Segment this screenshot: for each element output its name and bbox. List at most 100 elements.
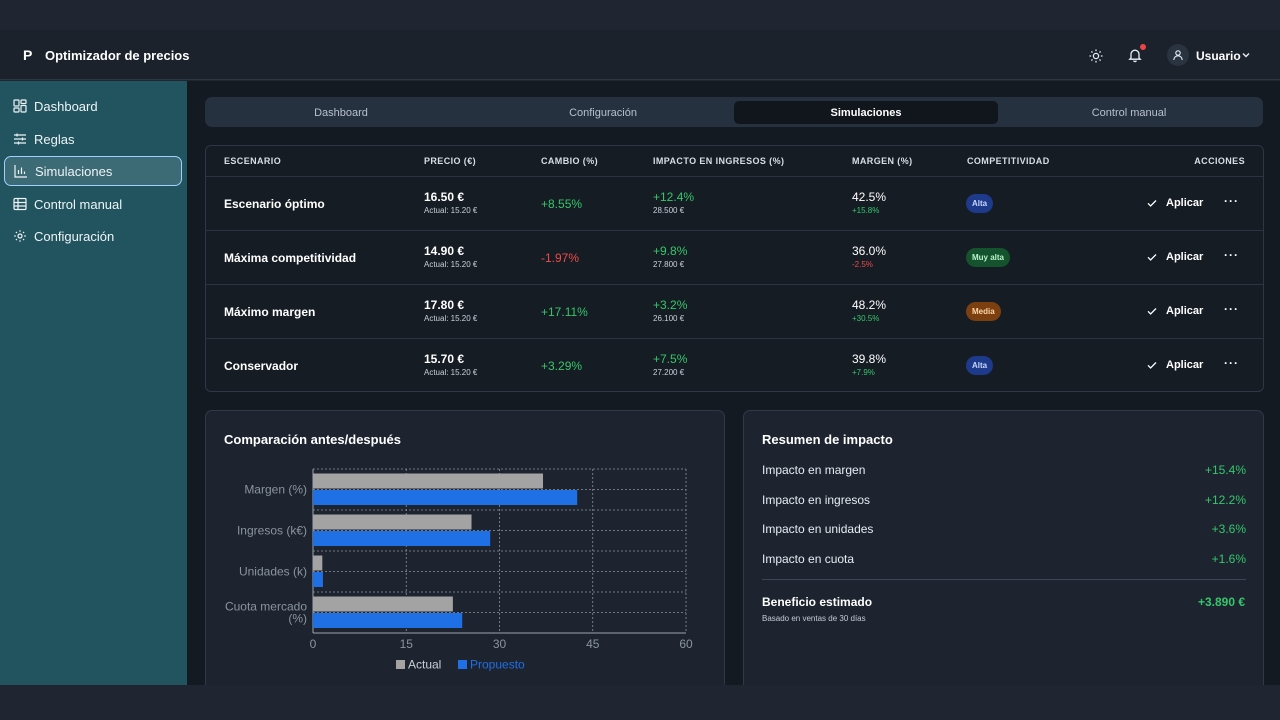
notification-badge	[1140, 44, 1146, 50]
summary-value: +12.2%	[1204, 493, 1246, 507]
apply-button[interactable]: Aplicar	[1146, 305, 1203, 317]
impact-amount: 27.200 €	[653, 368, 685, 377]
price-cell: 16.50 € Actual: 15.20 €	[424, 190, 477, 215]
scenario-name: Máximo margen	[224, 305, 316, 319]
bar-actual	[313, 514, 472, 530]
benefit-value: +3.890 €	[1197, 595, 1245, 609]
tab-dashboard[interactable]: Dashboard	[314, 106, 368, 119]
apply-button[interactable]: Aplicar	[1146, 359, 1203, 371]
tab-bar: Dashboard Configuración Simulaciones Con…	[205, 97, 1263, 127]
margin-value: 42.5%	[852, 190, 887, 204]
margin-value: 36.0%	[852, 244, 887, 258]
table-row: Conservador 15.70 € Actual: 15.20 € +3.29…	[206, 338, 1263, 391]
bar-propuesto	[313, 572, 323, 587]
benefit-label: Beneficio estimado	[762, 595, 873, 609]
apply-button[interactable]: Aplicar	[1146, 251, 1203, 263]
apply-label: Aplicar	[1166, 359, 1204, 371]
chart-title: Comparación antes/después	[224, 432, 401, 447]
price-value: 14.90 €	[424, 244, 465, 258]
summary-row: Impacto en cuota +1.6%	[762, 552, 1246, 566]
tick-label: 30	[493, 637, 507, 651]
price-cell: 15.70 € Actual: 15.20 €	[424, 352, 477, 377]
category-label: Ingresos (k€)	[237, 524, 307, 538]
apply-button[interactable]: Aplicar	[1146, 197, 1203, 209]
legend-swatch	[458, 660, 467, 669]
chevron-down-icon[interactable]	[1240, 49, 1252, 61]
margin-delta: +7.9%	[852, 368, 875, 377]
price-value: 15.70 €	[424, 352, 465, 366]
tab-configuracion[interactable]: Configuración	[569, 106, 637, 119]
bar-chart-icon	[14, 165, 27, 178]
current-price: Actual: 15.20 €	[424, 260, 478, 269]
bar-actual	[313, 473, 544, 489]
check-icon	[1147, 362, 1157, 369]
margin-value: 48.2%	[852, 298, 887, 312]
user-name[interactable]: Usuario	[1196, 49, 1241, 63]
sidebar-item-simulaciones[interactable]: Simulaciones	[4, 156, 182, 186]
impact-cell: +3.2% 26.100 €	[653, 298, 687, 323]
sidebar-item-dashboard[interactable]: Dashboard	[4, 91, 182, 121]
sliders-icon	[14, 133, 26, 145]
sidebar-item-label: Simulaciones	[35, 163, 113, 179]
bar-propuesto	[313, 490, 578, 505]
benefit-note: Basado en ventas de 30 días	[762, 614, 866, 623]
bottom-bar	[0, 685, 1280, 720]
sidebar-item-reglas[interactable]: Reglas	[4, 124, 182, 154]
price-cell: 14.90 € Actual: 15.20 €	[424, 244, 477, 269]
competitiveness-badge: Alta	[966, 356, 994, 375]
impact-summary-card: Resumen de impacto Impacto en margen +15…	[743, 410, 1264, 700]
impact-cell: +12.4% 28.500 €	[653, 190, 694, 215]
bell-icon[interactable]	[1127, 47, 1143, 63]
margin-delta: -2.5%	[852, 260, 873, 269]
sun-icon[interactable]	[1088, 48, 1104, 64]
tab-simulaciones[interactable]: Simulaciones	[734, 101, 998, 124]
table-row: Máximo margen 17.80 € Actual: 15.20 € +17…	[206, 284, 1263, 338]
sidebar-item-configuracion[interactable]: Configuración	[4, 221, 182, 251]
sidebar-item-label: Dashboard	[34, 98, 98, 114]
more-options-button[interactable]: ···	[1224, 302, 1239, 316]
impact-percent: +9.8%	[653, 244, 688, 258]
summary-row: Impacto en margen +15.4%	[762, 463, 1246, 477]
tick-label: 0	[310, 637, 317, 651]
sidebar-item-label: Configuración	[34, 228, 115, 244]
summary-value: +1.6%	[1211, 552, 1246, 566]
price-cell: 17.80 € Actual: 15.20 €	[424, 298, 477, 323]
more-options-button[interactable]: ···	[1224, 248, 1239, 262]
bar-propuesto	[313, 613, 463, 628]
tab-control-manual[interactable]: Control manual	[1091, 106, 1167, 119]
current-price: Actual: 15.20 €	[424, 314, 478, 323]
category-label: Margen (%)	[244, 483, 307, 497]
more-options-button[interactable]: ···	[1224, 194, 1239, 208]
bar-actual	[313, 555, 323, 571]
comparison-chart-card: Comparación antes/después Margen (%) Ingr…	[205, 410, 725, 700]
category-label: Unidades (k)	[239, 565, 307, 579]
current-price: Actual: 15.20 €	[424, 368, 478, 377]
column-header: COMPETITIVIDAD	[967, 156, 1050, 166]
margin-value: 39.8%	[852, 352, 887, 366]
avatar[interactable]	[1167, 44, 1189, 66]
competitiveness-badge: Alta	[966, 194, 994, 213]
competitiveness-badge: Media	[966, 302, 1001, 321]
summary-divider	[762, 579, 1246, 580]
gear-icon	[14, 230, 26, 242]
margin-delta: +15.8%	[852, 206, 880, 215]
app-title: Optimizador de precios	[45, 48, 190, 63]
legend-swatch	[396, 660, 405, 669]
summary-label: Impacto en unidades	[762, 522, 874, 536]
bar-propuesto	[313, 531, 491, 546]
tick-label: 45	[586, 637, 600, 651]
more-options-button[interactable]: ···	[1224, 356, 1239, 370]
change-value: +17.11%	[541, 305, 588, 319]
margin-cell: 36.0% -2.5%	[852, 244, 886, 269]
sidebar-item-control-manual[interactable]: Control manual	[4, 189, 182, 219]
app-logo[interactable]: P	[23, 47, 33, 63]
check-icon	[1147, 200, 1157, 207]
sidebar: Dashboard Reglas Simulaciones Control ma…	[0, 81, 187, 685]
impact-percent: +3.2%	[653, 298, 688, 312]
summary-label: Impacto en ingresos	[762, 493, 871, 507]
margin-cell: 48.2% +30.5%	[852, 298, 886, 323]
category-label: (%)	[288, 612, 307, 626]
summary-row: Impacto en ingresos +12.2%	[762, 493, 1246, 507]
column-header: IMPACTO EN INGRESOS (%)	[653, 156, 785, 166]
apply-label: Aplicar	[1166, 197, 1204, 209]
